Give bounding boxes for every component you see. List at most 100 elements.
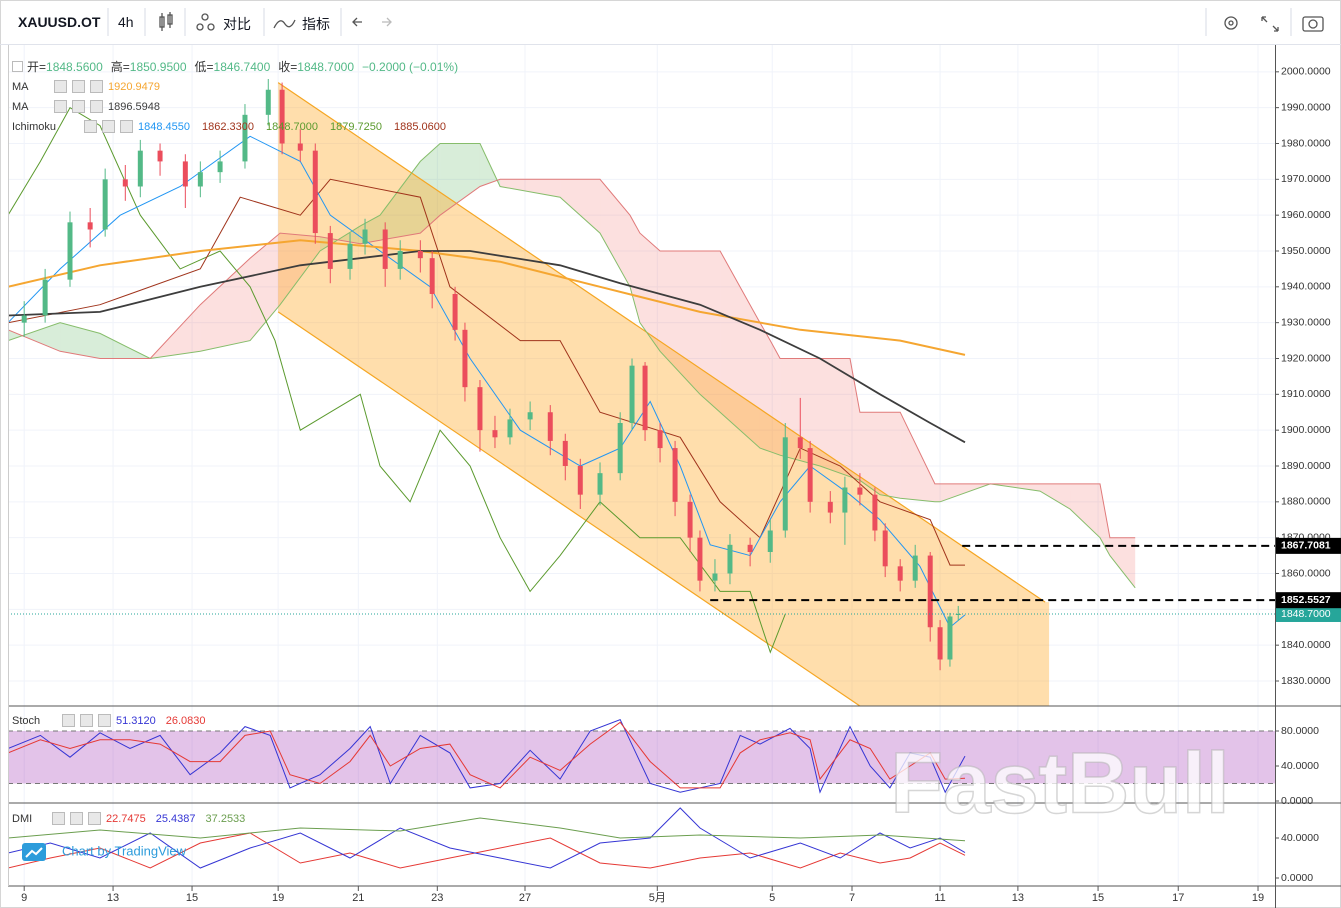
- ichimoku-cloud: [380, 161, 421, 241]
- ichimoku-cloud: [770, 340, 781, 456]
- candle-body: [947, 616, 953, 660]
- candle-body: [507, 419, 513, 438]
- stoch-pane: [8, 718, 1275, 794]
- x-tick-label: 19: [272, 892, 284, 904]
- ichimoku-cloud: [880, 412, 901, 499]
- y-tick-label: 0.0000: [1281, 872, 1313, 884]
- level-label: 1867.7081: [1281, 540, 1331, 552]
- candle-body: [629, 365, 635, 423]
- y-tick-label: 0.0000: [1281, 795, 1313, 807]
- x-tick-label: 5月: [649, 892, 666, 904]
- candle-body: [297, 143, 303, 151]
- ichimoku-cloud: [660, 250, 700, 395]
- y-tick-label: 40.0000: [1281, 760, 1319, 772]
- candle-body: [429, 258, 435, 294]
- indicators-button[interactable]: 指标: [302, 16, 330, 32]
- grid: [8, 45, 1275, 886]
- indicator-line: [8, 721, 966, 789]
- x-tick-label: 5: [769, 892, 775, 904]
- candle-body: [927, 555, 933, 628]
- candle-body: [452, 293, 458, 330]
- indicator-line: [8, 817, 966, 842]
- toolbar-icons: [107, 8, 1324, 36]
- ichimoku-legend: Ichimoku 1848.4550 1862.3300 1848.7000 1…: [12, 120, 446, 133]
- ichimoku-span-a: [8, 143, 1136, 589]
- legend-value: 1896.5948: [108, 100, 160, 113]
- dmi-pane: [8, 807, 966, 869]
- ichimoku-cloud: [1109, 537, 1136, 588]
- symbol[interactable]: XAUUSD.OT: [18, 14, 101, 30]
- y-tick-label: 1830.0000: [1281, 675, 1331, 687]
- candle-body: [42, 279, 48, 316]
- ma-line: [8, 239, 966, 356]
- candle-body: [21, 315, 27, 323]
- credit: Chart by TradingView: [62, 843, 187, 858]
- x-tick-label: 13: [1012, 892, 1024, 904]
- candle-body: [617, 422, 623, 474]
- ichimoku-cloud: [280, 233, 321, 305]
- axes: 9 13 15 19 21 23 27 5月 5 7 11 13 15 17 19 1830.0000 1840…: [21, 66, 1341, 904]
- ichimoku-cloud: [60, 322, 101, 359]
- ma-legend: MA 1920.9479: [12, 80, 160, 93]
- candle-body: [382, 229, 388, 269]
- candle-body: [827, 501, 833, 513]
- y-tick-label: 1960.0000: [1281, 209, 1331, 221]
- interval[interactable]: 4h: [118, 14, 134, 30]
- credit-logo: [22, 843, 46, 861]
- legend-value: 1848.7000: [297, 59, 354, 74]
- candle-body: [767, 530, 773, 552]
- y-tick-label: 1920.0000: [1281, 352, 1331, 364]
- candle-body: [562, 440, 568, 466]
- last-price-label: 1848.7000: [1281, 608, 1331, 620]
- y-tick-label: 1910.0000: [1281, 388, 1331, 400]
- candle-body: [312, 150, 318, 234]
- candle-body: [397, 250, 403, 269]
- candle-body: [265, 89, 271, 115]
- collapse-icon[interactable]: [12, 61, 23, 72]
- candle-body: [747, 544, 753, 552]
- candle-body: [102, 179, 108, 230]
- y-tick-label: 1860.0000: [1281, 567, 1331, 579]
- level-badge: [1276, 537, 1341, 554]
- compare-button[interactable]: 对比: [223, 16, 251, 32]
- candle-body: [279, 89, 285, 144]
- legend-key: 收=: [278, 60, 298, 74]
- legend-value: 1885.0600: [394, 120, 446, 133]
- candle-body: [122, 179, 128, 187]
- main-pane: [8, 78, 1275, 706]
- legend-key: 高=: [110, 60, 130, 74]
- legend-value: 1920.9479: [108, 80, 160, 93]
- legend-key: 开=: [27, 60, 47, 74]
- last-price-badge: [1276, 605, 1341, 622]
- ichimoku-cloud: [1070, 483, 1101, 538]
- legend-value: 1846.7400: [213, 59, 271, 74]
- ichimoku-cloud: [720, 250, 760, 449]
- ma-line: [8, 250, 966, 444]
- candle-body: [782, 437, 788, 531]
- indicator-line: [8, 718, 966, 794]
- y-tick-label: 1990.0000: [1281, 101, 1331, 113]
- candle-body: [182, 161, 188, 187]
- candle-body: [137, 150, 143, 187]
- ichimoku-cloud: [820, 358, 851, 477]
- indicator-line: [8, 807, 966, 869]
- candle-body: [712, 573, 718, 581]
- candle-body: [672, 448, 678, 502]
- legend-value: 1850.9500: [129, 59, 187, 74]
- x-tick-label: 19: [1252, 892, 1264, 904]
- legend-value: 25.4387: [155, 812, 196, 825]
- x-tick-label: 13: [107, 892, 119, 904]
- legend-name: MA: [12, 80, 29, 93]
- ichimoku-cloud: [250, 233, 281, 341]
- legend-value: 1862.3300: [202, 120, 254, 133]
- candle-body: [477, 387, 483, 431]
- candle-body: [687, 501, 693, 538]
- indicator-line: [8, 832, 966, 869]
- candle-body: [937, 627, 943, 660]
- legend-key: 低=: [194, 60, 214, 74]
- candle-body: [67, 222, 73, 280]
- ohlc-legend: 开= 1848.5600 高= 1850.9500 低= 1846.7400 收= 18…: [12, 58, 458, 75]
- x-tick-label: 21: [352, 892, 364, 904]
- legend-name: Stoch: [12, 714, 41, 727]
